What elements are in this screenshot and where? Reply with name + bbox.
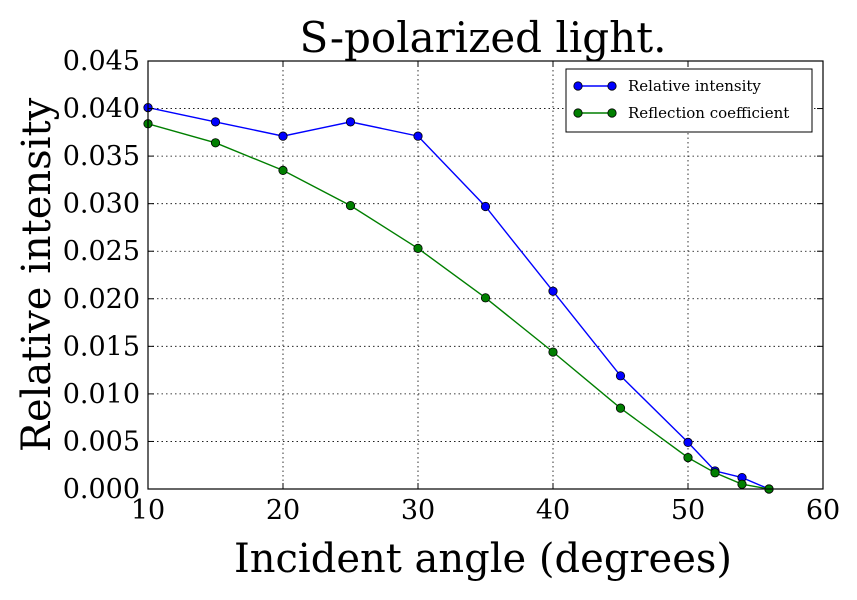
y-tick-label: 0.035 <box>63 141 140 172</box>
legend-marker <box>573 81 583 91</box>
y-tick-label: 0.000 <box>63 474 140 505</box>
y-tick-label: 0.040 <box>63 94 140 125</box>
x-tick-label: 60 <box>806 495 840 526</box>
data-point <box>345 200 356 211</box>
data-point <box>413 131 423 141</box>
y-tick-label: 0.025 <box>63 236 140 267</box>
legend-marker <box>573 108 583 118</box>
ticks: 10 20 30 40 50 60 0.000 0.005 0.010 0.015 0.020 0.0… <box>63 46 840 526</box>
x-tick-label: 40 <box>536 495 570 526</box>
y-axis-label: Relative intensity <box>14 97 60 452</box>
data-point <box>345 117 356 127</box>
y-tick-label: 0.015 <box>63 331 140 362</box>
data-point <box>210 117 221 127</box>
y-tick-label: 0.045 <box>63 46 140 77</box>
data-point <box>548 286 558 296</box>
data-point <box>480 293 491 303</box>
data-point <box>683 453 693 463</box>
data-point <box>737 479 747 489</box>
data-point <box>210 138 221 148</box>
x-tick-label: 30 <box>401 495 435 526</box>
y-tick-label: 0.020 <box>63 284 140 315</box>
legend-frame <box>565 68 813 133</box>
x-axis-label: Incident angle (degrees) <box>234 536 732 582</box>
y-tick-label: 0.010 <box>63 379 140 410</box>
series-line <box>147 123 770 490</box>
data-point <box>413 243 423 253</box>
data-point <box>710 468 720 478</box>
data-point <box>615 403 626 413</box>
y-tick-label: 0.005 <box>63 426 140 457</box>
legend-marker <box>607 108 617 118</box>
legend-marker <box>607 81 617 91</box>
data-point <box>615 371 626 381</box>
legend-label: Reflection coefficient <box>628 104 789 122</box>
y-tick-label: 0.030 <box>63 189 140 220</box>
data-point <box>480 201 491 212</box>
data-point <box>548 347 558 357</box>
plot-frame <box>147 60 824 490</box>
data-point <box>683 437 693 447</box>
chart-title: S-polarized light. <box>300 13 667 62</box>
legend: Relative intensity Reflection coefficient <box>565 68 813 133</box>
data-point <box>278 165 288 175</box>
legend-label: Relative intensity <box>628 77 761 95</box>
x-tick-label: 10 <box>131 495 165 526</box>
x-tick-label: 50 <box>671 495 705 526</box>
data-point <box>278 131 288 141</box>
x-tick-label: 20 <box>266 495 300 526</box>
